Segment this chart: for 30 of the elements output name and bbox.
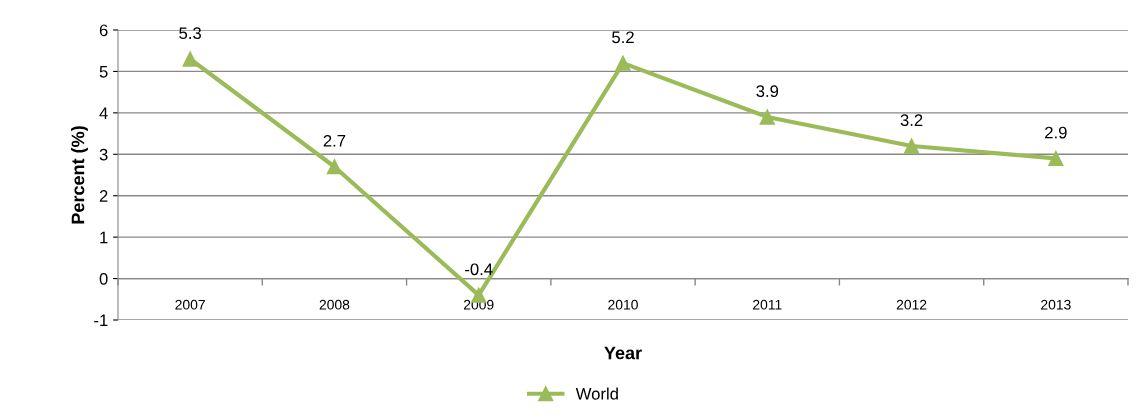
- point: [1048, 150, 1064, 167]
- point: [759, 109, 775, 125]
- y-tick-label: -1: [94, 314, 108, 327]
- x-tick-label: 2010: [608, 299, 638, 310]
- point: [615, 55, 631, 71]
- x-tick-label: 2008: [319, 299, 350, 310]
- y-tick-label: 1: [100, 231, 108, 244]
- data-label: 5.2: [612, 31, 634, 44]
- y-tick-label: 4: [99, 107, 108, 119]
- data-label: 3.2: [900, 114, 923, 127]
- y-axis-title: Percent (%): [71, 126, 88, 224]
- y-tick-label: 0: [99, 272, 108, 285]
- data-label: -0.4: [465, 263, 493, 276]
- data-label: 3.9: [756, 85, 779, 98]
- x-tick-label: 2007: [175, 299, 205, 310]
- data-label: 2.7: [323, 134, 346, 147]
- point: [326, 159, 343, 175]
- y-tick-label: 6: [99, 24, 108, 37]
- x-tick-label: 2011: [753, 299, 782, 310]
- x-axis-title: Year: [604, 346, 642, 360]
- y-tick-label: 3: [99, 148, 108, 161]
- y-tick-label: 2: [99, 190, 108, 202]
- legend-label: World: [575, 387, 618, 400]
- data-label: 5.3: [179, 27, 201, 40]
- x-tick-label: 2012: [896, 299, 927, 310]
- y-tick-label: 5: [99, 66, 108, 78]
- data-label: 2.9: [1045, 126, 1067, 139]
- point: [903, 138, 920, 154]
- x-tick-label: 2013: [1041, 299, 1071, 310]
- point: [182, 51, 198, 67]
